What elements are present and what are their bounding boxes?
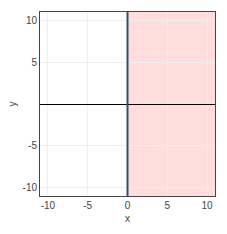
svg-text:y: y: [7, 102, 18, 107]
svg-text:0: 0: [125, 200, 131, 211]
svg-text:-5: -5: [28, 140, 37, 151]
svg-text:-10: -10: [41, 200, 56, 211]
svg-text:-5: -5: [83, 200, 92, 211]
svg-text:5: 5: [164, 200, 170, 211]
svg-text:-10: -10: [23, 182, 38, 193]
svg-text:10: 10: [26, 15, 38, 26]
svg-text:10: 10: [201, 200, 213, 211]
svg-text:5: 5: [31, 57, 37, 68]
svg-text:x: x: [125, 213, 130, 224]
